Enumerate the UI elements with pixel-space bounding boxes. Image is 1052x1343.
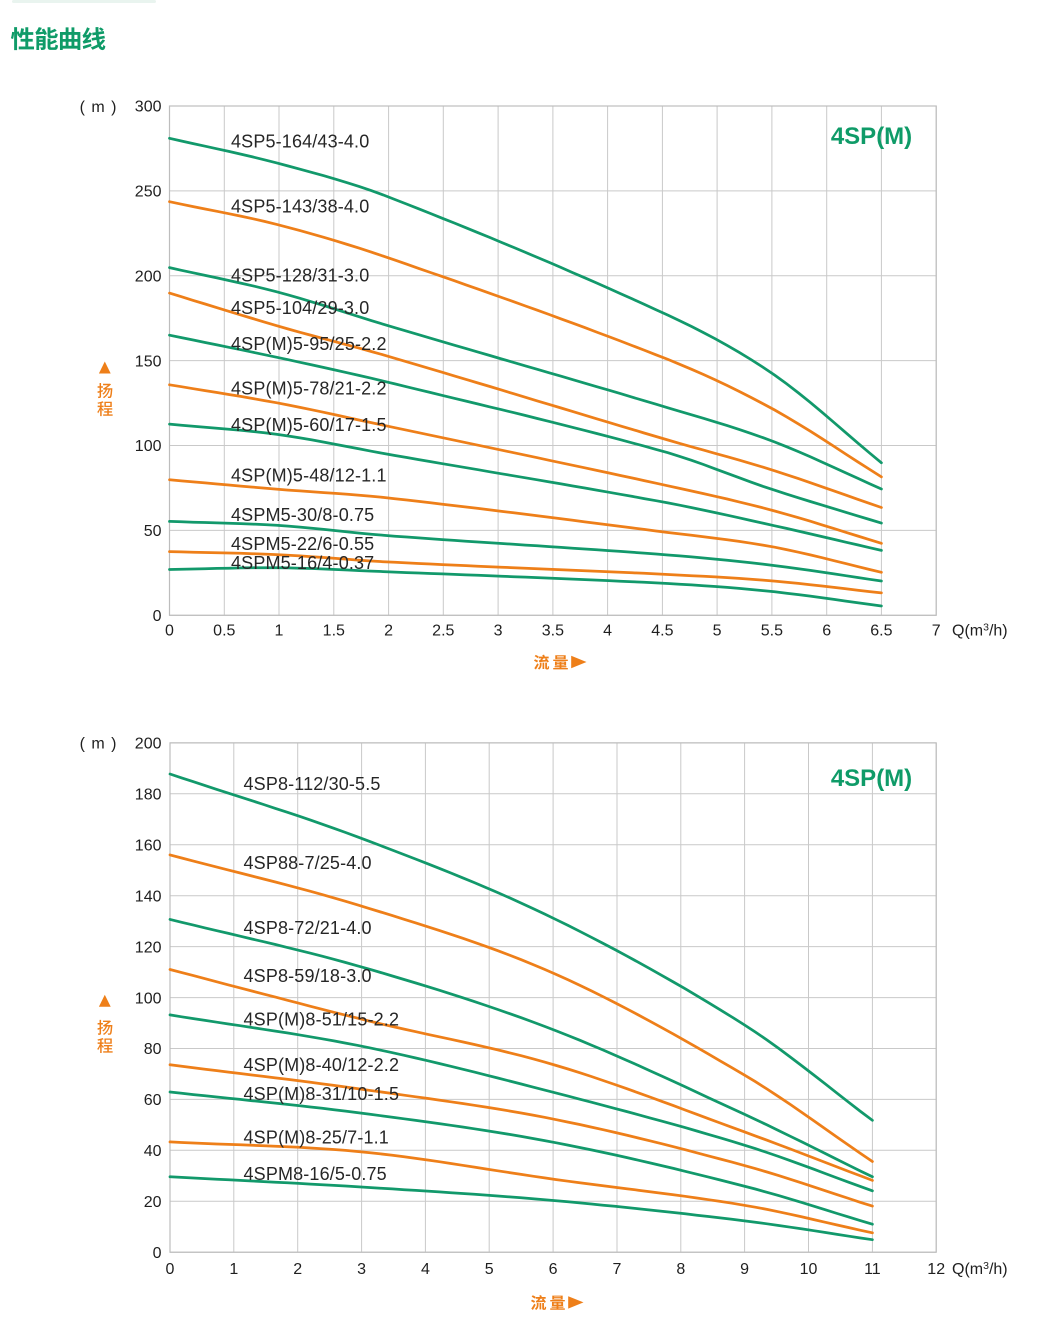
svg-text:160: 160 [135,838,162,855]
svg-text:2: 2 [384,622,393,639]
svg-text:4SP5-128/31-3.0: 4SP5-128/31-3.0 [231,266,369,286]
svg-text:120: 120 [135,939,162,956]
svg-text:4SP(M)8-40/12-2.2: 4SP(M)8-40/12-2.2 [244,1055,400,1075]
svg-text:Q(m3/h): Q(m3/h) [952,621,1008,639]
svg-text:20: 20 [144,1194,162,1211]
svg-text:4SP8-112/30-5.5: 4SP8-112/30-5.5 [244,774,381,794]
svg-text:4SPM5-16/4-0.37: 4SPM5-16/4-0.37 [231,553,374,573]
svg-text:4SP(M)5-60/17-1.5: 4SP(M)5-60/17-1.5 [231,415,387,435]
svg-text:4SP(M): 4SP(M) [831,765,912,792]
svg-text:3: 3 [357,1261,366,1278]
svg-text:0: 0 [165,622,174,639]
svg-text:6: 6 [822,622,831,639]
svg-text:140: 140 [135,888,162,905]
svg-text:1: 1 [275,622,284,639]
svg-text:Q(m3/h): Q(m3/h) [952,1260,1008,1278]
svg-text:4SP5-104/29-3.0: 4SP5-104/29-3.0 [231,298,369,318]
svg-text:150: 150 [135,353,162,370]
svg-text:180: 180 [135,787,162,804]
svg-text:40: 40 [144,1143,162,1160]
svg-text:100: 100 [135,990,162,1007]
svg-text:6: 6 [549,1261,558,1278]
svg-text:4: 4 [421,1261,430,1278]
svg-text:4SP88-7/25-4.0: 4SP88-7/25-4.0 [244,853,372,873]
svg-text:4SPM5-30/8-0.75: 4SPM5-30/8-0.75 [231,505,374,525]
svg-text:200: 200 [135,269,162,286]
svg-text:4SP5-143/38-4.0: 4SP5-143/38-4.0 [231,197,369,217]
svg-text:7: 7 [932,622,941,639]
svg-text:4SP(M)8-51/15-2.2: 4SP(M)8-51/15-2.2 [244,1010,400,1030]
svg-text:4.5: 4.5 [651,622,673,639]
svg-text:200: 200 [135,736,162,753]
svg-text:9: 9 [740,1261,749,1278]
svg-text:4SP(M)5-78/21-2.2: 4SP(M)5-78/21-2.2 [231,379,387,399]
svg-text:4SPM5-22/6-0.55: 4SPM5-22/6-0.55 [231,534,374,554]
svg-text:6.5: 6.5 [870,622,892,639]
svg-text:300: 300 [135,99,162,116]
svg-text:7: 7 [613,1261,622,1278]
svg-text:5: 5 [713,622,722,639]
svg-text:80: 80 [144,1041,162,1058]
svg-text:0.5: 0.5 [213,622,235,639]
svg-text:4SP5-164/43-4.0: 4SP5-164/43-4.0 [231,131,369,151]
svg-text:( m ): ( m ) [80,736,118,753]
svg-text:2.5: 2.5 [432,622,454,639]
svg-text:( m ): ( m ) [80,99,118,116]
svg-text:1.5: 1.5 [323,622,345,639]
svg-text:4SP(M): 4SP(M) [831,123,912,150]
svg-text:2: 2 [293,1261,302,1278]
svg-text:4SP(M)8-25/7-1.1: 4SP(M)8-25/7-1.1 [244,1128,389,1148]
svg-text:3: 3 [494,622,503,639]
svg-text:5.5: 5.5 [761,622,783,639]
svg-text:4SP8-59/18-3.0: 4SP8-59/18-3.0 [244,966,372,986]
svg-text:0: 0 [166,1261,175,1278]
svg-text:100: 100 [135,438,162,455]
svg-text:4SP8-72/21-4.0: 4SP8-72/21-4.0 [244,918,372,938]
svg-text:4SP(M)8-31/10-1.5: 4SP(M)8-31/10-1.5 [244,1084,400,1104]
svg-text:11: 11 [864,1261,881,1278]
svg-text:0: 0 [153,1245,162,1262]
svg-text:4SPM8-16/5-0.75: 4SPM8-16/5-0.75 [244,1164,387,1184]
svg-text:60: 60 [144,1092,162,1109]
svg-text:3.5: 3.5 [542,622,564,639]
svg-text:4SP(M)5-95/25-2.2: 4SP(M)5-95/25-2.2 [231,334,387,354]
svg-text:8: 8 [676,1261,685,1278]
svg-text:4SP(M)5-48/12-1.1: 4SP(M)5-48/12-1.1 [231,466,387,486]
svg-text:4: 4 [603,622,612,639]
svg-text:50: 50 [144,523,162,540]
svg-text:12: 12 [927,1261,945,1278]
svg-text:1: 1 [229,1261,238,1278]
svg-text:250: 250 [135,184,162,201]
svg-text:10: 10 [800,1261,818,1278]
svg-text:0: 0 [153,608,162,625]
svg-text:5: 5 [485,1261,494,1278]
